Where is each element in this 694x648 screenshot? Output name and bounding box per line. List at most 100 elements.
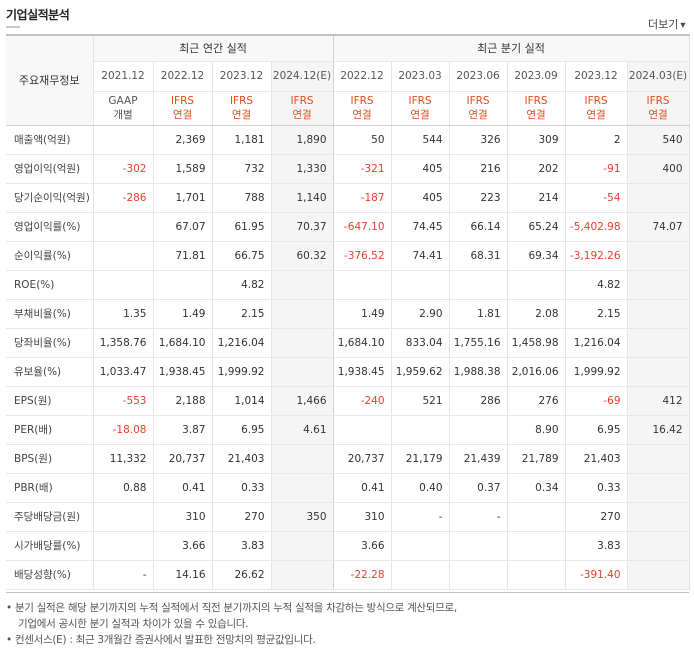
quarterly-value-cell	[627, 444, 690, 474]
annual-value-cell: 1,014	[212, 385, 272, 416]
annual-value-cell	[271, 560, 334, 590]
annual-value-cell: 0.41	[153, 473, 213, 503]
quarterly-value-cell: -3,192.26	[565, 241, 628, 271]
annual-value-cell: 26.62	[212, 560, 272, 590]
footnote-2: • 컨센서스(E) : 최근 3개월간 증권사에서 발표한 전망치의 평균값입니…	[6, 634, 316, 646]
quarterly-value-cell: -647.10	[333, 211, 392, 242]
quarterly-value-cell: 1.49	[333, 298, 392, 329]
annual-value-cell: 788	[212, 183, 272, 213]
quarterly-value-cell	[507, 560, 566, 590]
quarterly-value-cell	[627, 357, 690, 387]
quarterly-value-cell: 8.90	[507, 415, 566, 445]
table-row: PER(배) -18.08 3.87 6.95 4.61 8.90 6.95 16.42	[6, 415, 690, 445]
annual-period-header: 2023.12	[212, 61, 272, 92]
annual-value-cell: 2,188	[153, 385, 213, 416]
row-label: 영업이익률(%)	[6, 211, 94, 242]
annual-period-header: 2021.12	[93, 61, 154, 92]
quarterly-value-cell: -321	[333, 154, 392, 184]
quarterly-value-cell	[449, 560, 508, 590]
quarterly-value-cell: 74.41	[391, 241, 450, 271]
quarterly-value-cell: 74.45	[391, 211, 450, 242]
row-label: 영업이익(억원)	[6, 154, 94, 184]
quarterly-value-cell: 1,458.98	[507, 328, 566, 358]
quarterly-value-cell: 202	[507, 154, 566, 184]
annual-value-cell: 1,999.92	[212, 357, 272, 387]
quarterly-value-cell: 544	[391, 125, 450, 155]
table-row: 주당배당금(원) 310 270 350 310- -270	[6, 501, 690, 532]
quarterly-value-cell	[627, 501, 690, 532]
annual-group-header: 최근 연간 실적	[93, 34, 334, 62]
annual-value-cell: 1,330	[271, 154, 334, 184]
annual-value-cell: 67.07	[153, 211, 213, 242]
quarterly-value-cell: 68.31	[449, 241, 508, 271]
quarterly-value-cell	[627, 473, 690, 503]
quarterly-value-cell: 0.40	[391, 473, 450, 503]
annual-value-cell	[93, 241, 154, 271]
annual-value-cell	[271, 473, 334, 503]
accounting-standard: IFRS 연결	[449, 91, 508, 126]
annual-value-cell	[93, 125, 154, 155]
annual-value-cell	[271, 270, 334, 300]
annual-value-cell: 1,181	[212, 125, 272, 155]
annual-value-cell	[271, 444, 334, 474]
quarterly-value-cell: 50	[333, 125, 392, 155]
annual-value-cell: 732	[212, 154, 272, 184]
quarterly-value-cell	[627, 183, 690, 213]
quarterly-value-cell: 6.95	[565, 415, 628, 445]
quarterly-value-cell: -91	[565, 154, 628, 184]
annual-value-cell	[271, 298, 334, 329]
table-row: 유보율(%) 1,033.47 1,938.45 1,999.92 1,938.45 1,…	[6, 357, 690, 387]
annual-value-cell: -553	[93, 385, 154, 416]
quarterly-value-cell: 309	[507, 125, 566, 155]
row-label: 당기순이익(억원)	[6, 183, 94, 213]
quarterly-value-cell: 20,737	[333, 444, 392, 474]
quarterly-value-cell: 1,216.04	[565, 328, 628, 358]
quarterly-value-cell	[391, 560, 450, 590]
annual-value-cell: 70.37	[271, 211, 334, 242]
section-title: 기업실적분석	[6, 8, 70, 22]
annual-value-cell: 270	[212, 501, 272, 532]
accounting-standard: IFRS 연결	[153, 91, 213, 126]
annual-value-cell: 1,358.76	[93, 328, 154, 358]
row-label: 시가배당률(%)	[6, 531, 94, 561]
quarterly-value-cell: 3.66	[333, 531, 392, 561]
accounting-standard: IFRS 연결	[627, 91, 690, 126]
row-label: 유보율(%)	[6, 357, 94, 387]
annual-value-cell: 14.16	[153, 560, 213, 590]
quarterly-value-cell: 21,179	[391, 444, 450, 474]
table-row: PBR(배) 0.88 0.41 0.33 0.41 0.40 0.37 0.34 0.33	[6, 473, 690, 503]
quarterly-period-header: 2023.03	[391, 61, 450, 92]
quarterly-value-cell: 1,938.45	[333, 357, 392, 387]
accounting-standard: GAAP 개별	[93, 91, 154, 126]
quarterly-value-cell: -5,402.98	[565, 211, 628, 242]
quarterly-value-cell: 2,016.06	[507, 357, 566, 387]
annual-value-cell: 6.95	[212, 415, 272, 445]
quarterly-period-header: 2022.12	[333, 61, 392, 92]
annual-value-cell: 1,216.04	[212, 328, 272, 358]
annual-value-cell: 1,589	[153, 154, 213, 184]
table-row: 시가배당률(%) 3.66 3.83 3.66 3.83	[6, 531, 690, 561]
annual-value-cell: 310	[153, 501, 213, 532]
annual-value-cell: 2,369	[153, 125, 213, 155]
annual-period-header: 2024.12(E)	[271, 61, 334, 92]
quarterly-value-cell: -69	[565, 385, 628, 416]
annual-value-cell: 2.15	[212, 298, 272, 329]
quarterly-value-cell	[507, 270, 566, 300]
annual-value-cell: -286	[93, 183, 154, 213]
annual-value-cell: 71.81	[153, 241, 213, 271]
quarterly-value-cell: 214	[507, 183, 566, 213]
financial-table: 주요재무정보 최근 연간 실적 최근 분기 실적 2021.12 2022.12 2…	[6, 34, 690, 590]
quarterly-value-cell: -22.28	[333, 560, 392, 590]
table-row: ROE(%) 4.82 4.82	[6, 270, 690, 300]
row-label: 매출액(억원)	[6, 125, 94, 155]
quarterly-value-cell: -240	[333, 385, 392, 416]
more-link[interactable]: 더보기 ▾	[648, 16, 685, 32]
quarterly-value-cell: 2	[565, 125, 628, 155]
quarterly-value-cell	[627, 270, 690, 300]
quarterly-value-cell	[449, 531, 508, 561]
annual-value-cell: 61.95	[212, 211, 272, 242]
annual-value-cell: 1,684.10	[153, 328, 213, 358]
quarterly-value-cell: 400	[627, 154, 690, 184]
quarterly-value-cell: 216	[449, 154, 508, 184]
annual-value-cell	[93, 531, 154, 561]
